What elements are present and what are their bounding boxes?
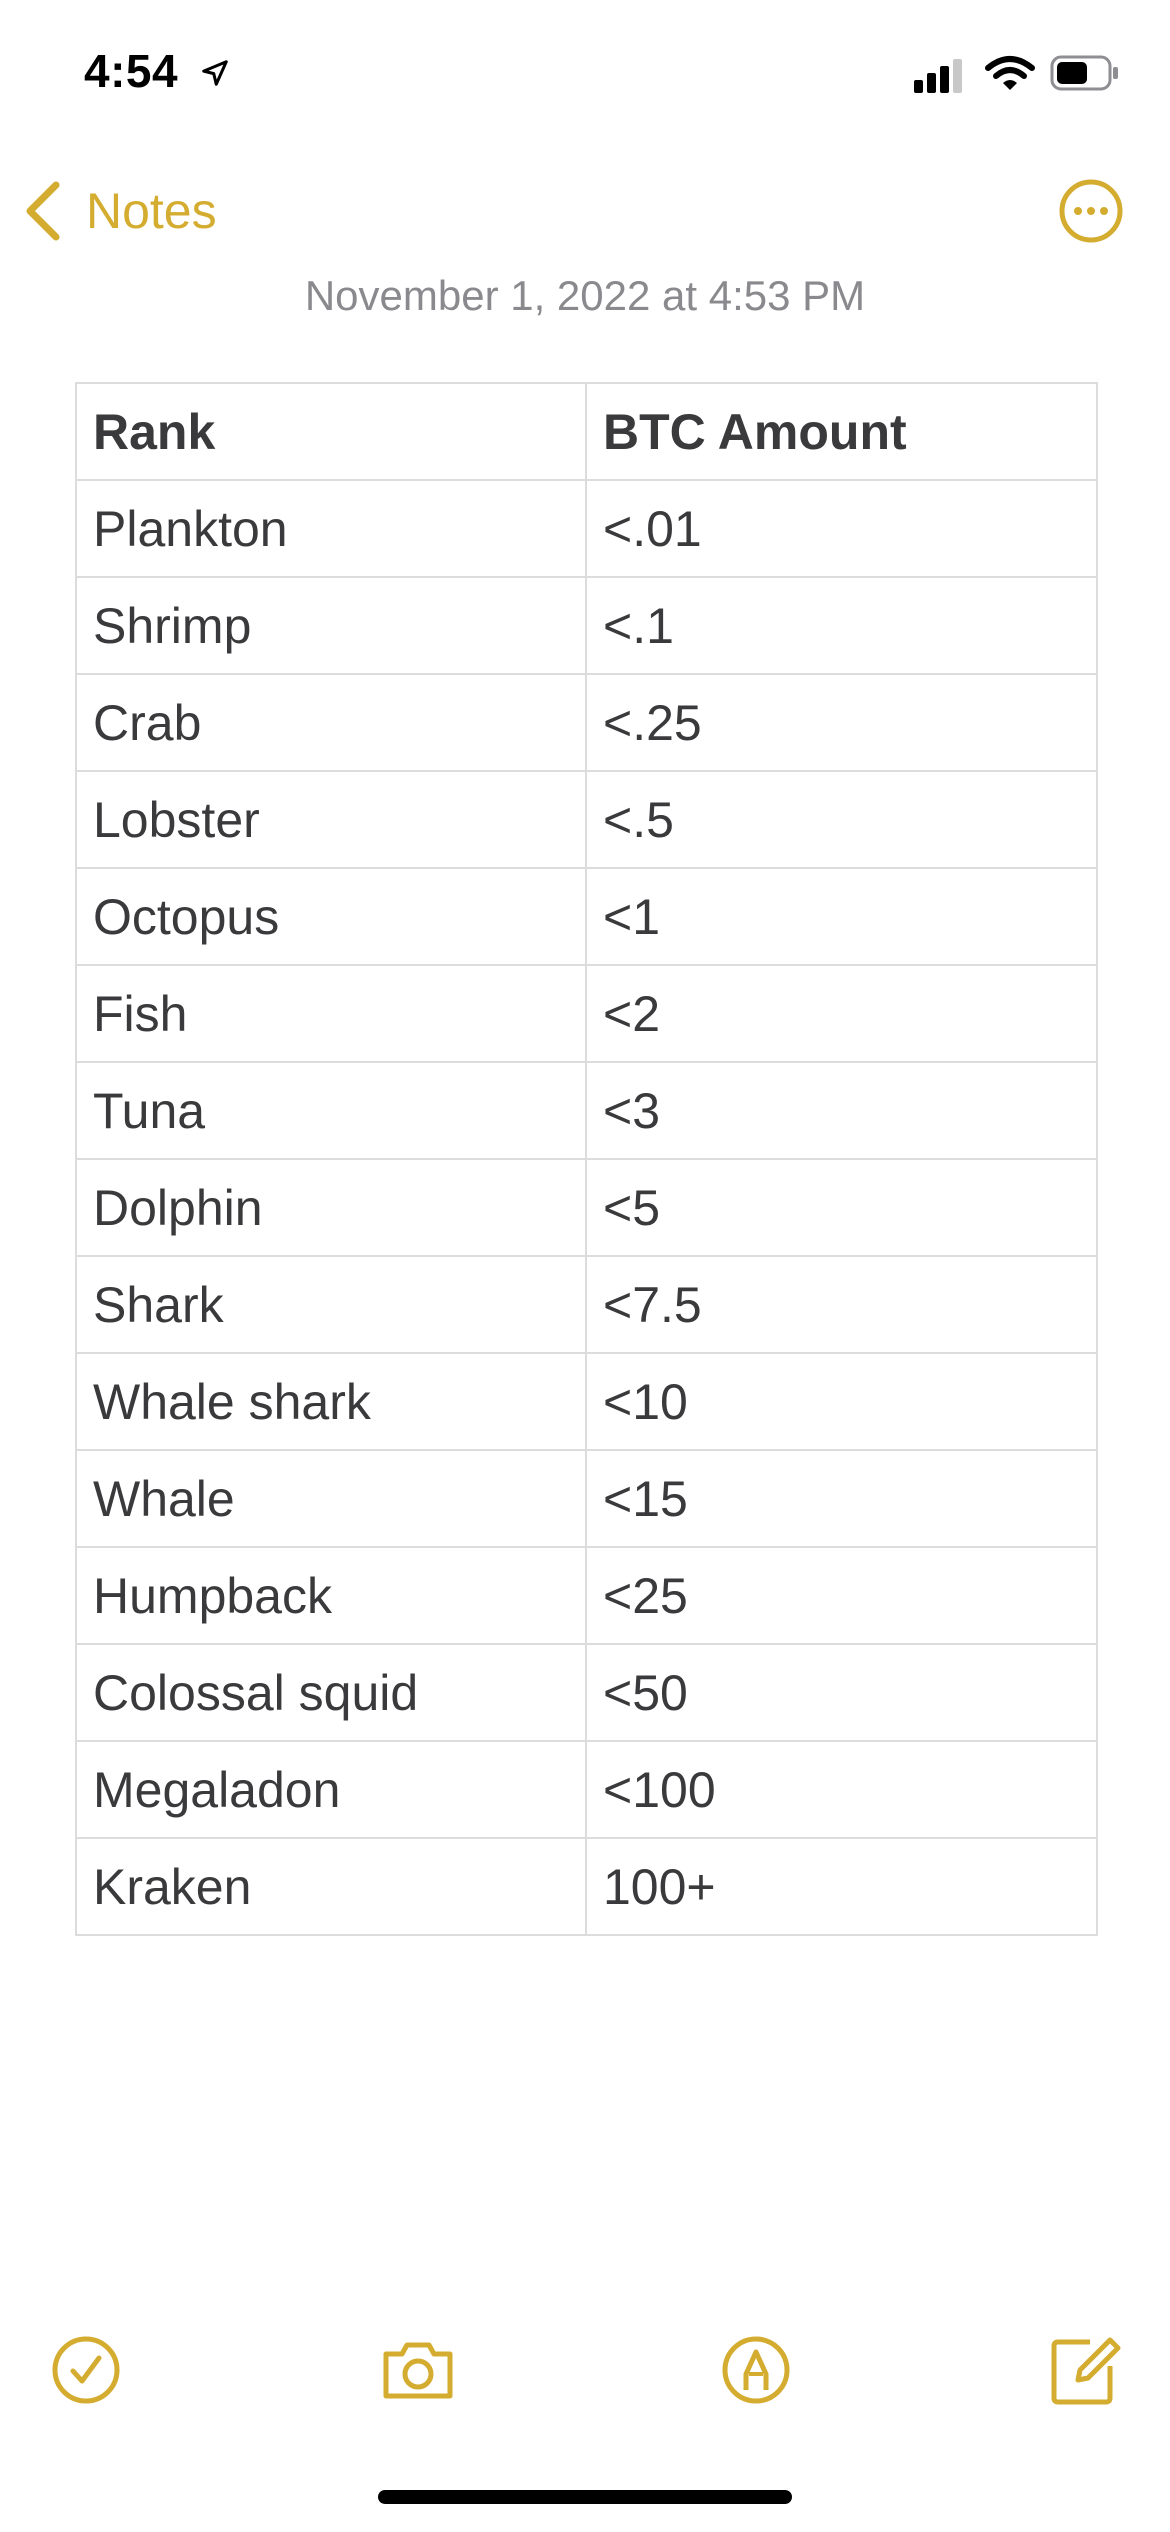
rank-cell[interactable]: Shark	[75, 1255, 587, 1354]
note-date: November 1, 2022 at 4:53 PM	[304, 272, 866, 319]
table-row: Shrimp <.1	[75, 576, 1098, 675]
compose-button[interactable]	[1042, 2328, 1126, 2412]
rank-cell[interactable]: Colossal squid	[75, 1643, 587, 1742]
table-row: Whale <15	[75, 1449, 1098, 1548]
table-row: Megaladon <100	[75, 1740, 1098, 1839]
table-row: Humpback <25	[75, 1546, 1098, 1645]
rank-cell[interactable]: Dolphin	[75, 1158, 587, 1257]
camera-icon	[383, 2342, 453, 2399]
rank-cell[interactable]: Plankton	[75, 479, 587, 578]
btc-amount-cell[interactable]: <3	[585, 1061, 1098, 1160]
back-button[interactable]: Notes	[22, 176, 217, 246]
table-row: Shark <7.5	[75, 1255, 1098, 1354]
btc-amount-cell[interactable]: <1	[585, 867, 1098, 966]
header-rank[interactable]: Rank	[75, 382, 587, 481]
location-arrow-icon	[202, 60, 228, 86]
rank-cell[interactable]: Whale	[75, 1449, 587, 1548]
btc-amount-cell[interactable]: <2	[585, 964, 1098, 1063]
status-time: 4:54	[84, 45, 179, 97]
table-row: Tuna <3	[75, 1061, 1098, 1160]
table-row: Fish <2	[75, 964, 1098, 1063]
btc-amount-cell[interactable]: <.01	[585, 479, 1098, 578]
btc-amount-cell[interactable]: <7.5	[585, 1255, 1098, 1354]
rank-cell[interactable]: Crab	[75, 673, 587, 772]
rank-cell[interactable]: Megaladon	[75, 1740, 587, 1839]
checklist-button[interactable]	[44, 2328, 128, 2412]
table-row: Dolphin <5	[75, 1158, 1098, 1257]
table-row: Lobster <.5	[75, 770, 1098, 869]
home-indicator	[378, 2490, 792, 2504]
table-row: Colossal squid <50	[75, 1643, 1098, 1742]
header-btc-amount[interactable]: BTC Amount	[585, 382, 1098, 481]
rank-cell[interactable]: Humpback	[75, 1546, 587, 1645]
rank-cell[interactable]: Octopus	[75, 867, 587, 966]
ellipsis-circle-icon[interactable]	[1058, 178, 1124, 244]
rank-cell[interactable]: Kraken	[75, 1837, 587, 1936]
btc-amount-cell[interactable]: <.1	[585, 576, 1098, 675]
btc-amount-cell[interactable]: <50	[585, 1643, 1098, 1742]
rank-cell[interactable]: Tuna	[75, 1061, 587, 1160]
table-row: Kraken 100+	[75, 1837, 1098, 1936]
rank-cell[interactable]: Lobster	[75, 770, 587, 869]
table-row: Crab <.25	[75, 673, 1098, 772]
compose-icon	[1051, 2337, 1121, 2405]
note-table[interactable]: Rank BTC Amount Plankton <.01 Shrimp <.1…	[75, 382, 1098, 1936]
camera-button[interactable]	[376, 2328, 460, 2412]
chevron-left-icon	[26, 181, 60, 241]
btc-amount-cell[interactable]: <10	[585, 1352, 1098, 1451]
table-header-row: Rank BTC Amount	[75, 382, 1098, 481]
markup-button[interactable]	[714, 2328, 798, 2412]
btc-amount-cell[interactable]: <100	[585, 1740, 1098, 1839]
rank-cell[interactable]: Shrimp	[75, 576, 587, 675]
rank-cell[interactable]: Fish	[75, 964, 587, 1063]
btc-amount-cell[interactable]: <5	[585, 1158, 1098, 1257]
btc-amount-cell[interactable]: 100+	[585, 1837, 1098, 1936]
btc-amount-cell[interactable]: <.25	[585, 673, 1098, 772]
table-row: Octopus <1	[75, 867, 1098, 966]
btc-amount-cell[interactable]: <.5	[585, 770, 1098, 869]
btc-amount-cell[interactable]: <15	[585, 1449, 1098, 1548]
rank-cell[interactable]: Whale shark	[75, 1352, 587, 1451]
markup-icon	[722, 2336, 790, 2404]
battery-icon	[1050, 55, 1118, 91]
back-label: Notes	[86, 183, 217, 239]
btc-amount-cell[interactable]: <25	[585, 1546, 1098, 1645]
wifi-icon	[985, 56, 1035, 90]
status-bar: 4:54	[0, 0, 1170, 150]
cellular-signal-icon	[914, 59, 962, 93]
table-row: Whale shark <10	[75, 1352, 1098, 1451]
table-row: Plankton <.01	[75, 479, 1098, 578]
checklist-icon	[52, 2336, 120, 2404]
